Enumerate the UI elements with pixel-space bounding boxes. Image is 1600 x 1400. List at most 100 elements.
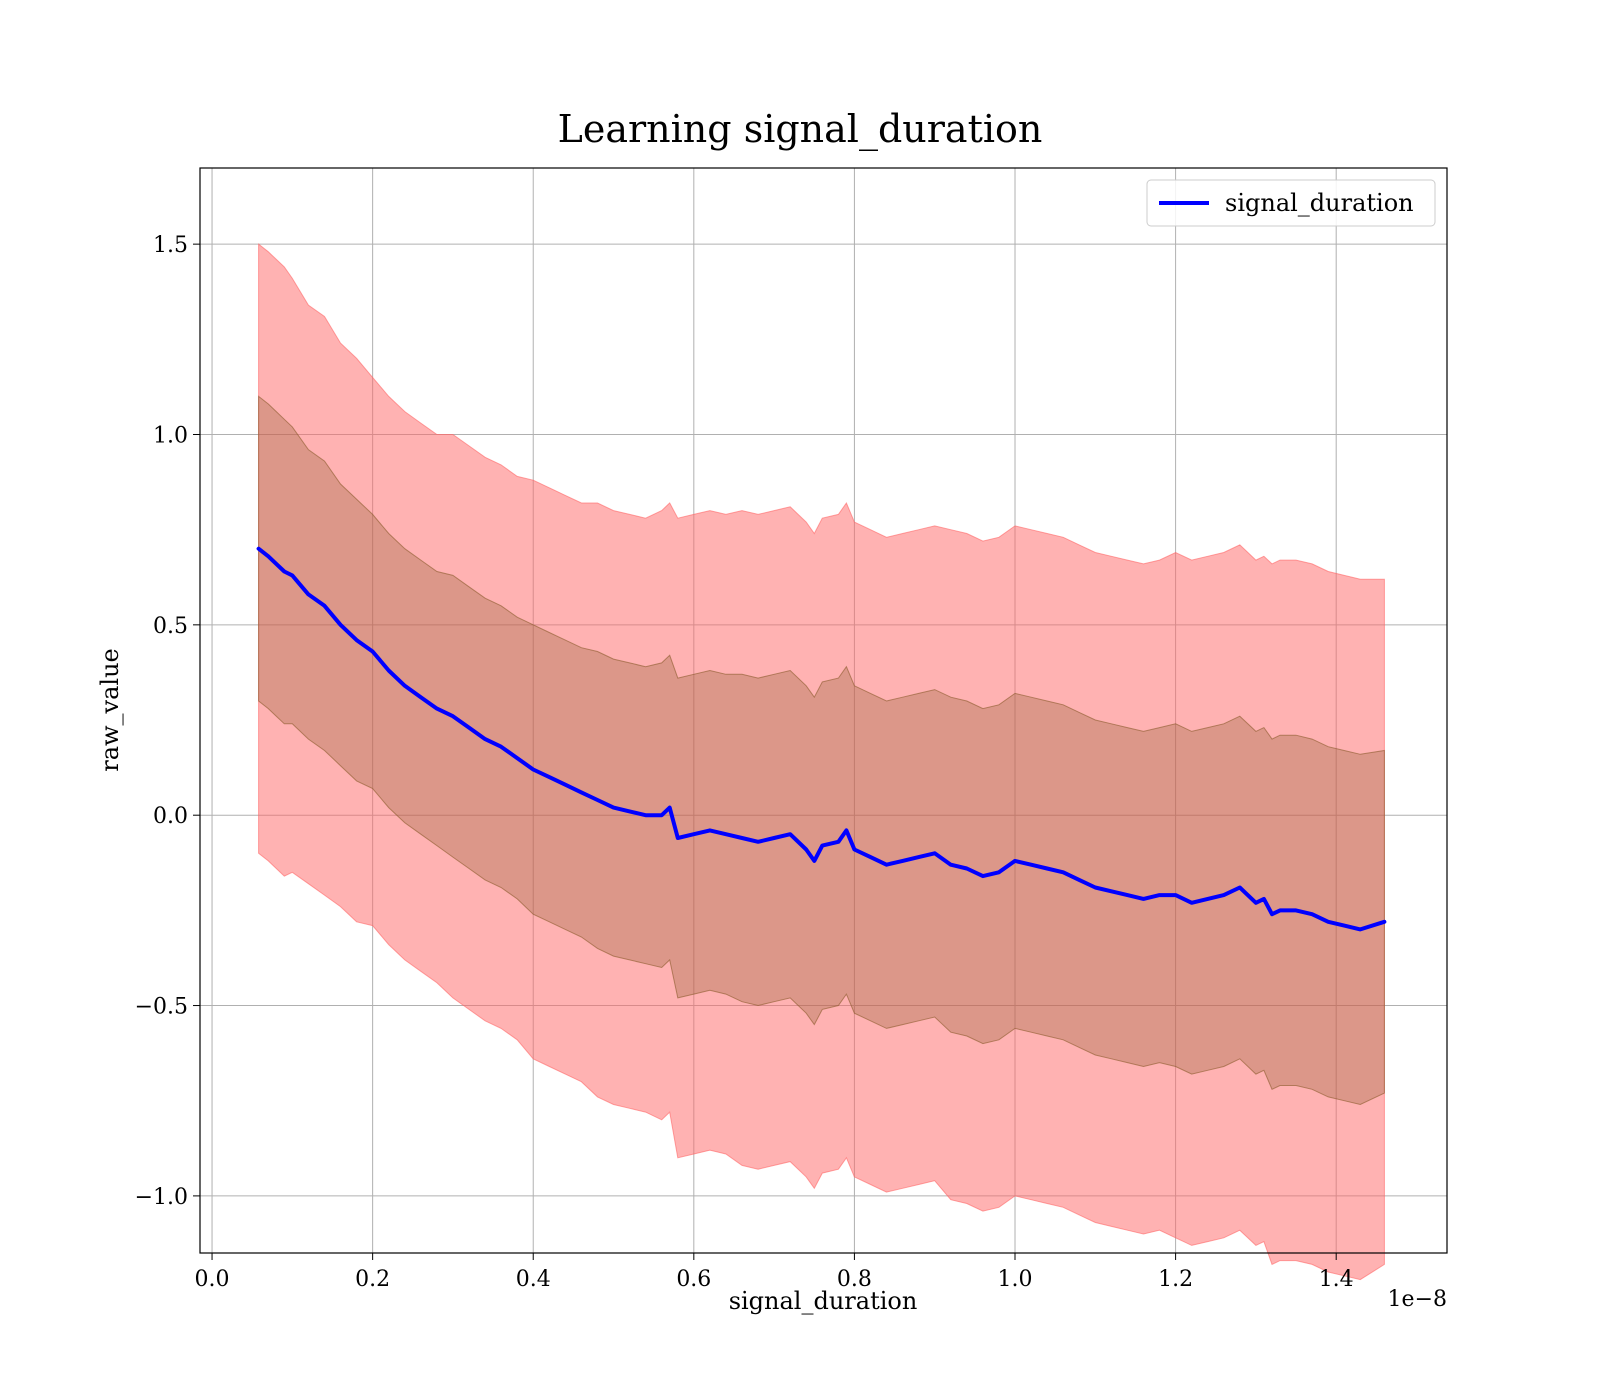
data-point <box>981 874 985 878</box>
data-point <box>1029 863 1033 867</box>
data-point <box>1206 897 1210 901</box>
data-point <box>1061 870 1065 874</box>
data-point <box>266 554 270 558</box>
data-point <box>596 798 599 802</box>
series-lines <box>256 546 1387 932</box>
y-tick-label: 0.0 <box>153 804 188 829</box>
data-point <box>628 809 632 813</box>
data-point <box>371 650 375 653</box>
data-point <box>724 832 728 836</box>
data-point <box>1125 893 1129 897</box>
band-1sigma <box>258 395 1385 1106</box>
data-point <box>1222 893 1226 897</box>
x-tick-label: 1.2 <box>1158 1267 1193 1292</box>
y-tick-label: 1.5 <box>153 233 188 258</box>
data-point <box>933 851 937 855</box>
data-point <box>451 714 455 718</box>
data-point <box>1093 886 1097 889</box>
x-axis-label: signal_duration <box>729 1287 918 1315</box>
confidence-bands <box>258 243 1385 1281</box>
x-tick-label: 0.8 <box>837 1267 872 1292</box>
data-point <box>339 623 342 627</box>
data-point <box>844 828 848 832</box>
data-point <box>323 604 326 608</box>
data-point <box>1254 901 1258 905</box>
data-point <box>708 828 712 832</box>
x-tick-label: 0.6 <box>676 1267 711 1292</box>
x-tick-label: 0.2 <box>355 1267 390 1292</box>
data-point <box>1174 893 1178 897</box>
data-point <box>1262 897 1266 901</box>
y-tick-label: 1.0 <box>153 423 188 448</box>
chart-title: Learning signal_duration <box>558 107 1043 152</box>
data-point <box>1077 878 1081 882</box>
data-point <box>804 848 808 851</box>
data-point <box>612 806 615 810</box>
data-point <box>419 695 423 699</box>
y-axis: −1.0 −0.5 0.0 0.5 1.0 1.5 <box>135 233 200 1210</box>
data-point <box>965 867 969 870</box>
x-tick-label: 0.4 <box>516 1267 551 1292</box>
data-point <box>1310 912 1314 916</box>
data-point <box>1342 924 1346 928</box>
data-point <box>435 707 439 711</box>
data-point <box>1358 927 1362 931</box>
data-point <box>499 745 503 749</box>
data-point <box>355 638 359 642</box>
data-point <box>274 562 278 566</box>
data-point <box>563 783 567 787</box>
x-axis: 0.0 0.2 0.4 0.6 0.8 1.0 1.2 1.4 <box>195 1253 1354 1292</box>
y-axis-label: raw_value <box>96 648 124 772</box>
x-tick-label: 1.4 <box>1319 1267 1354 1292</box>
data-point <box>1238 886 1242 889</box>
y-tick-label: 0.5 <box>153 614 188 639</box>
data-point <box>1294 908 1298 912</box>
x-tick-label: 0.0 <box>195 1267 230 1292</box>
data-point <box>515 756 519 760</box>
data-point <box>1382 920 1386 924</box>
data-point <box>306 592 310 596</box>
data-point <box>772 836 776 840</box>
data-point <box>852 848 856 851</box>
data-point <box>579 790 583 794</box>
data-point <box>1190 901 1194 905</box>
data-point <box>668 806 672 810</box>
data-point <box>788 832 792 836</box>
data-point <box>282 570 286 573</box>
data-point <box>997 870 1001 874</box>
y-tick-label: −0.5 <box>135 995 188 1020</box>
plot-frame <box>199 167 1448 1254</box>
data-point <box>756 840 760 844</box>
legend-label: signal_duration <box>1225 189 1414 217</box>
x-tick-label: 1.0 <box>998 1267 1033 1292</box>
data-point <box>1270 912 1274 916</box>
data-point <box>1142 897 1145 901</box>
data-point <box>1109 889 1113 893</box>
data-point <box>949 863 953 867</box>
data-point <box>290 573 294 577</box>
y-tick-label: −1.0 <box>135 1185 188 1210</box>
data-point <box>257 547 261 551</box>
data-point <box>869 855 872 859</box>
data-point <box>917 855 921 859</box>
data-point <box>1158 893 1161 897</box>
data-point <box>1045 867 1049 870</box>
data-point <box>901 859 905 863</box>
band-2sigma <box>258 243 1385 1281</box>
data-point <box>836 840 840 844</box>
data-point <box>812 859 816 863</box>
legend: signal_duration <box>1146 179 1436 227</box>
data-point <box>387 669 391 672</box>
data-point <box>547 775 551 779</box>
data-point <box>483 737 487 741</box>
data-point <box>1278 908 1282 912</box>
data-point <box>692 832 696 836</box>
x-axis-offset-label: 1e−8 <box>1388 1287 1447 1312</box>
data-point <box>660 813 664 817</box>
legend-box <box>1146 179 1436 227</box>
data-point <box>467 726 471 730</box>
data-point <box>820 844 824 848</box>
data-point <box>403 684 407 688</box>
data-point <box>644 813 648 817</box>
